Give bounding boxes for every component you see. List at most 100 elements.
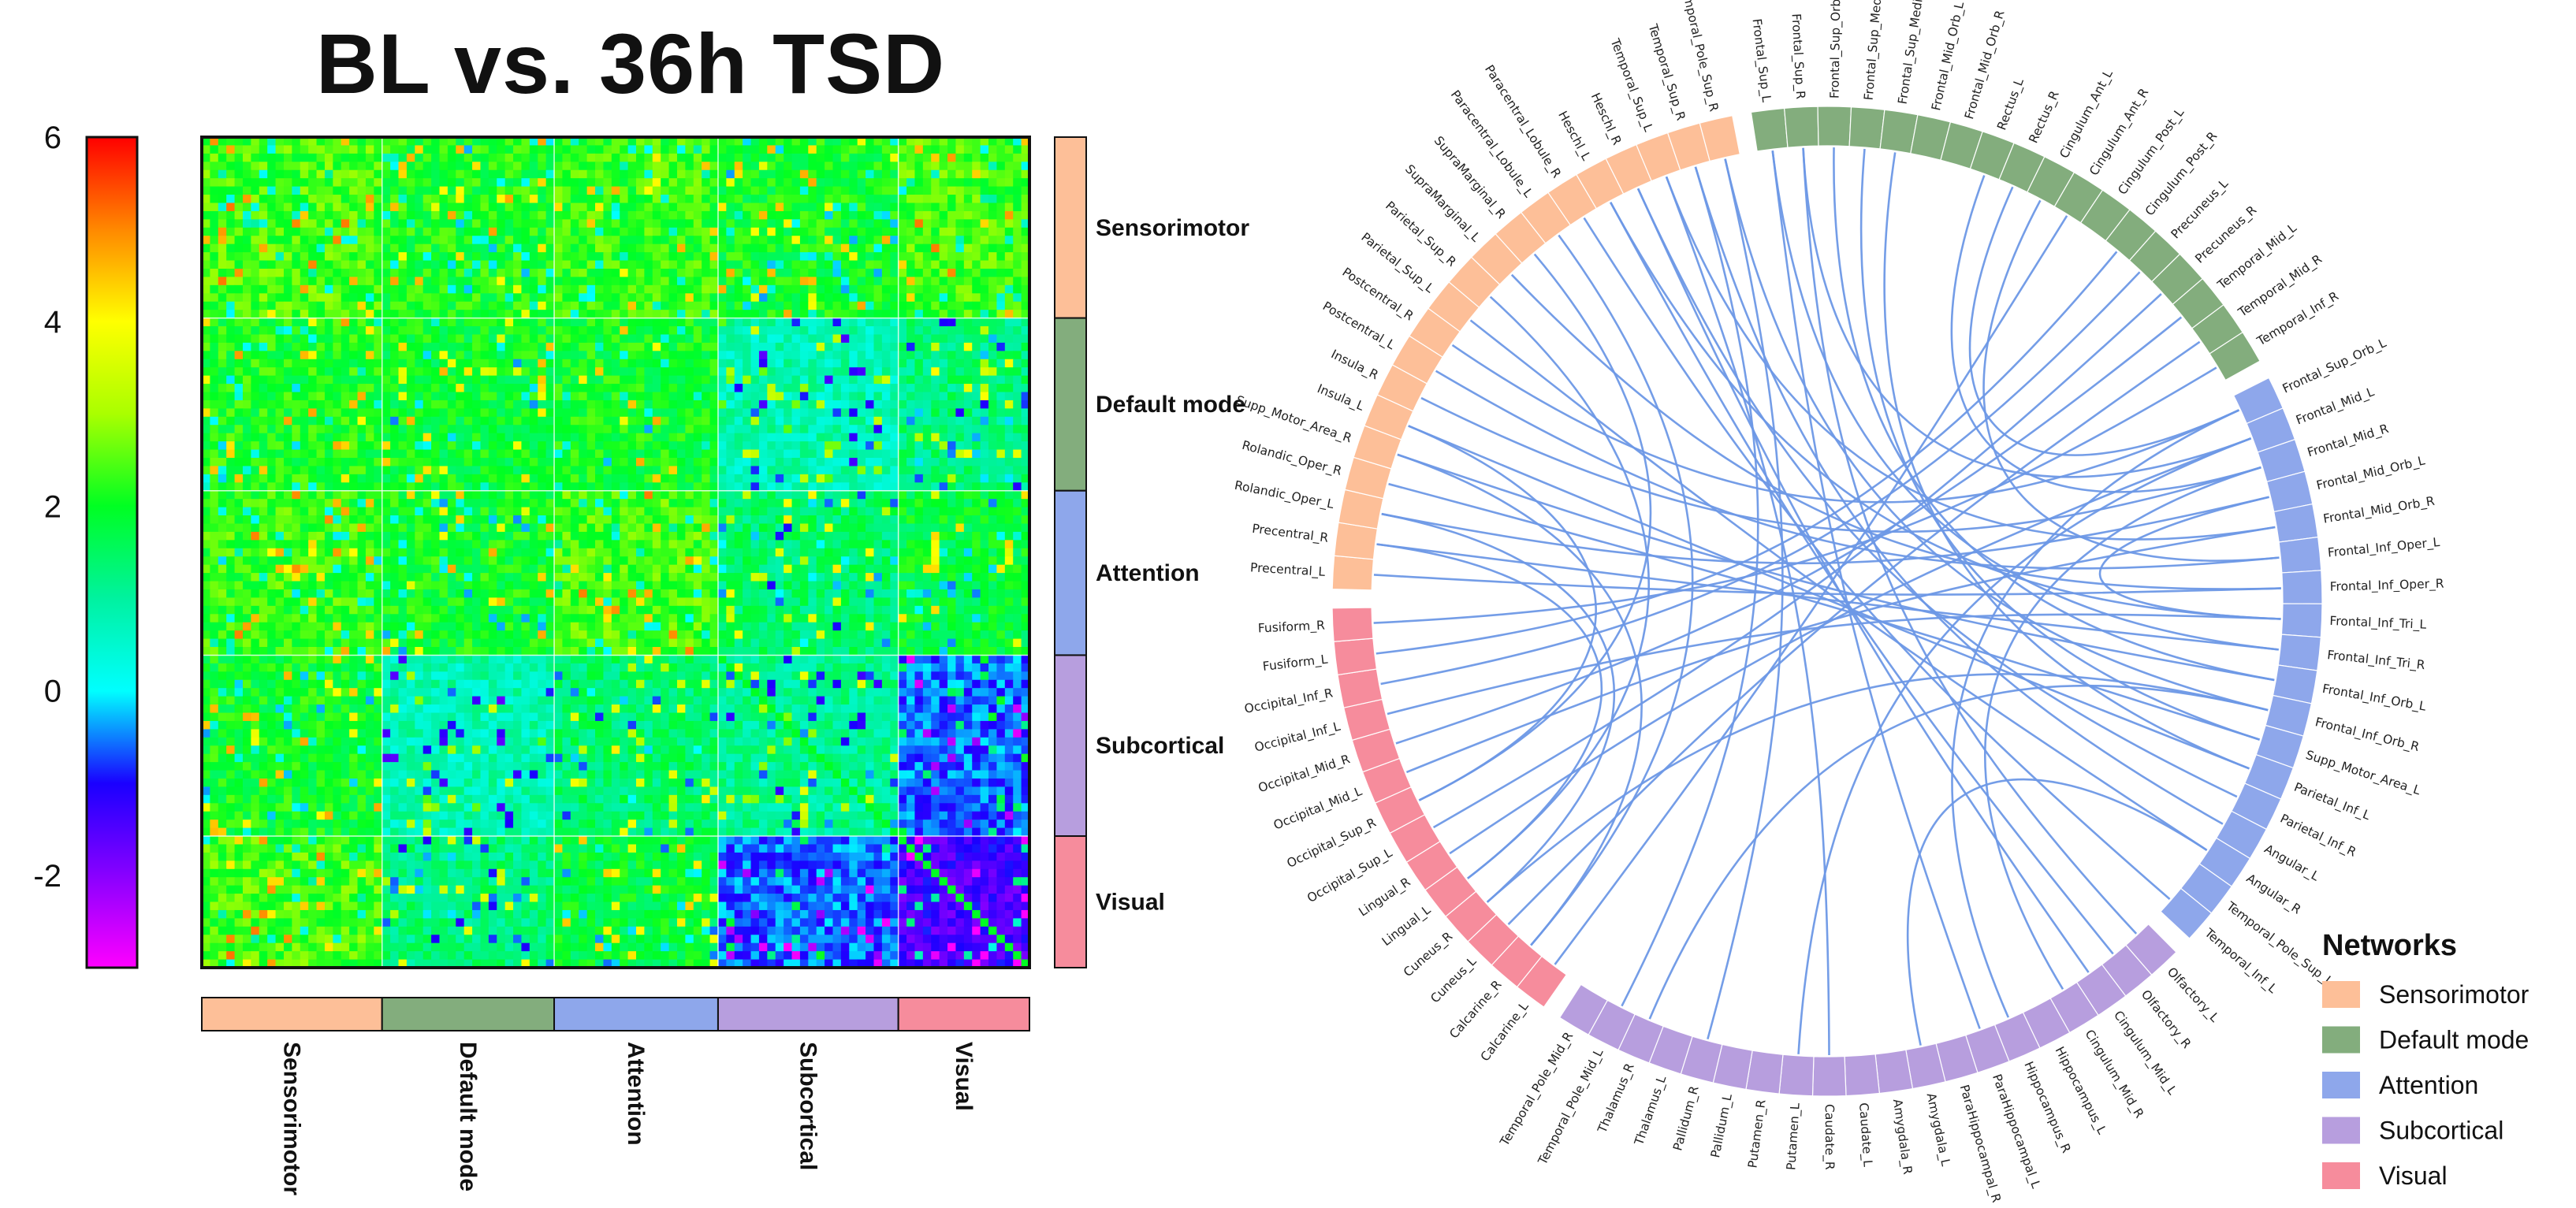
heatmap-cell — [914, 227, 924, 236]
heatmap-cell — [545, 169, 555, 179]
heatmap-cell — [914, 162, 924, 171]
heatmap-cell — [480, 449, 490, 459]
heatmap-cell — [881, 499, 891, 508]
heatmap-cell — [743, 326, 752, 336]
heatmap-cell — [914, 466, 924, 475]
heatmap-cell — [1004, 342, 1014, 351]
heatmap-cell — [218, 293, 227, 303]
heatmap-cell — [406, 169, 415, 179]
heatmap-cell — [316, 490, 326, 500]
heatmap-cell — [963, 490, 973, 500]
heatmap-cell — [456, 499, 465, 508]
heatmap-cell — [676, 482, 686, 492]
heatmap-cell — [431, 252, 441, 262]
heatmap-cell — [791, 169, 801, 179]
heatmap-cell — [890, 293, 899, 303]
heatmap-cell — [972, 457, 981, 467]
heatmap-cell — [242, 457, 251, 467]
heatmap-cell — [734, 186, 743, 195]
heatmap-cell — [415, 137, 424, 147]
heatmap-cell — [857, 162, 866, 171]
heatmap-cell — [635, 342, 645, 351]
heatmap-cell — [603, 195, 612, 204]
heatmap-cell — [308, 210, 318, 220]
heatmap-cell — [283, 145, 292, 154]
heatmap-cell — [898, 342, 907, 351]
heatmap-cell — [292, 236, 301, 245]
heatmap-cell — [799, 219, 809, 229]
heatmap-cell — [808, 219, 817, 229]
heatmap-cell — [586, 195, 596, 204]
heatmap-cell — [627, 449, 637, 459]
heatmap-cell — [865, 416, 875, 426]
heatmap-cell — [283, 219, 292, 229]
heatmap-cell — [472, 531, 482, 541]
heatmap-cell — [275, 236, 285, 245]
heatmap-cell — [832, 408, 842, 418]
heatmap-cell — [947, 293, 957, 303]
heatmap-cell — [562, 186, 571, 195]
heatmap-cell — [554, 277, 564, 286]
heatmap-cell — [775, 260, 784, 269]
heatmap-cell — [890, 384, 899, 393]
heatmap-cell — [423, 210, 432, 220]
heatmap-cell — [292, 301, 301, 310]
heatmap-cell — [726, 441, 735, 451]
heatmap-cell — [300, 457, 309, 467]
heatmap-cell — [316, 375, 326, 385]
heatmap-cell — [784, 408, 793, 418]
heatmap-cell — [251, 523, 260, 533]
heatmap-cell — [283, 301, 292, 310]
heatmap-cell — [980, 416, 989, 426]
heatmap-cell — [734, 433, 743, 442]
heatmap-cell — [308, 433, 318, 442]
heatmap-cell — [1013, 482, 1022, 492]
heatmap-cell — [316, 195, 326, 204]
heatmap-cell — [808, 384, 817, 393]
heatmap-cell — [579, 523, 588, 533]
heatmap-cell — [849, 145, 858, 154]
heatmap-cell — [595, 342, 605, 351]
heatmap-cell — [431, 523, 441, 533]
heatmap-cell — [914, 375, 924, 385]
heatmap-cell — [365, 227, 374, 236]
heatmap-cell — [947, 466, 957, 475]
heatmap-cell — [300, 145, 309, 154]
heatmap-cell — [611, 375, 620, 385]
heatmap-cell — [775, 277, 784, 286]
heatmap-cell — [939, 457, 948, 467]
heatmap-cell — [996, 375, 1006, 385]
heatmap-cell — [504, 466, 514, 475]
heatmap-cell — [529, 515, 538, 525]
heatmap-cell — [652, 162, 661, 171]
heatmap-cell — [1021, 219, 1030, 229]
heatmap-cell — [488, 178, 497, 188]
heatmap-cell — [316, 540, 326, 549]
heatmap-cell — [865, 318, 875, 327]
heatmap-cell — [586, 375, 596, 385]
heatmap-cell — [857, 384, 866, 393]
heatmap-cell — [251, 416, 260, 426]
heatmap-cell — [906, 523, 916, 533]
heatmap-cell — [890, 153, 899, 162]
heatmap-cell — [808, 466, 817, 475]
heatmap-cell — [226, 523, 236, 533]
heatmap-cell — [767, 507, 776, 516]
heatmap-cell — [202, 318, 210, 327]
heatmap-cell — [620, 178, 629, 188]
heatmap-cell — [791, 457, 801, 467]
heatmap-cell — [914, 318, 924, 327]
heatmap-cell — [635, 301, 645, 310]
heatmap-cell — [873, 268, 883, 278]
heatmap-cell — [586, 392, 596, 401]
heatmap-cell — [545, 284, 555, 294]
heatmap-cell — [308, 384, 318, 393]
heatmap-cell — [562, 449, 571, 459]
heatmap-cell — [685, 186, 694, 195]
heatmap-cell — [627, 359, 637, 368]
heatmap-cell — [308, 457, 318, 467]
heatmap-cell — [545, 359, 555, 368]
heatmap-cell — [538, 301, 547, 310]
heatmap-cell — [357, 392, 367, 401]
heatmap-cell — [1013, 334, 1022, 344]
